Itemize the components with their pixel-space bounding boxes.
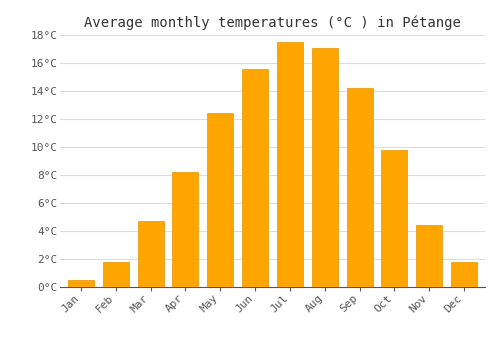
Bar: [416, 225, 442, 287]
Bar: [242, 69, 268, 287]
Bar: [312, 48, 338, 287]
Title: Average monthly temperatures (°C ) in Pétange: Average monthly temperatures (°C ) in Pé…: [84, 15, 461, 30]
Bar: [102, 262, 129, 287]
Bar: [451, 262, 477, 287]
Bar: [382, 150, 407, 287]
Bar: [346, 88, 372, 287]
Bar: [172, 172, 199, 287]
Bar: [138, 221, 164, 287]
Bar: [68, 280, 94, 287]
Bar: [277, 42, 303, 287]
Bar: [207, 113, 234, 287]
